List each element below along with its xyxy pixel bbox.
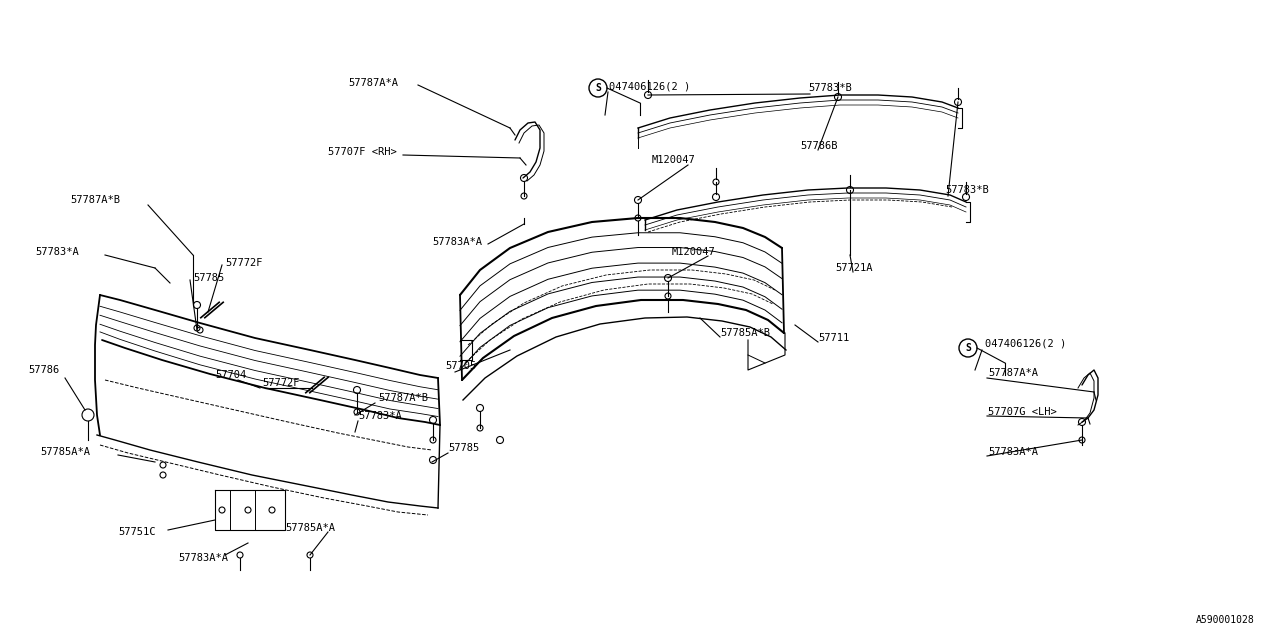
- Text: S: S: [595, 83, 600, 93]
- Text: 57707G <LH>: 57707G <LH>: [988, 407, 1057, 417]
- Text: M120047: M120047: [672, 247, 716, 257]
- Text: 57783*A: 57783*A: [358, 411, 402, 421]
- Text: 57785: 57785: [193, 273, 224, 283]
- Text: 57783A*A: 57783A*A: [178, 553, 228, 563]
- Text: 57787A*B: 57787A*B: [378, 393, 428, 403]
- Text: 047406126(2 ): 047406126(2 ): [986, 338, 1066, 348]
- Text: 57786B: 57786B: [800, 141, 837, 151]
- Text: 57772F: 57772F: [225, 258, 262, 268]
- Text: 57787A*B: 57787A*B: [70, 195, 120, 205]
- Text: 57785A*B: 57785A*B: [721, 328, 771, 338]
- Text: 57704: 57704: [215, 370, 246, 380]
- Text: 57783*B: 57783*B: [945, 185, 988, 195]
- Text: 57783A*A: 57783A*A: [433, 237, 483, 247]
- Text: 57707F <RH>: 57707F <RH>: [328, 147, 397, 157]
- Text: 57705: 57705: [445, 361, 476, 371]
- Text: 57785A*A: 57785A*A: [285, 523, 335, 533]
- Text: 57783*A: 57783*A: [35, 247, 79, 257]
- Text: 57787A*A: 57787A*A: [348, 78, 398, 88]
- Text: A590001028: A590001028: [1197, 615, 1254, 625]
- Text: 57783*B: 57783*B: [808, 83, 851, 93]
- Text: M120047: M120047: [652, 155, 696, 165]
- Text: 57751C: 57751C: [118, 527, 155, 537]
- Text: 57785: 57785: [448, 443, 479, 453]
- Text: 57786: 57786: [28, 365, 59, 375]
- Text: 57787A*A: 57787A*A: [988, 368, 1038, 378]
- Text: S: S: [965, 343, 972, 353]
- Text: 57772F: 57772F: [262, 378, 300, 388]
- Text: 57711: 57711: [818, 333, 849, 343]
- Text: 57785A*A: 57785A*A: [40, 447, 90, 457]
- Text: 57721A: 57721A: [835, 263, 873, 273]
- Text: 047406126(2 ): 047406126(2 ): [609, 81, 690, 91]
- Text: 57783A*A: 57783A*A: [988, 447, 1038, 457]
